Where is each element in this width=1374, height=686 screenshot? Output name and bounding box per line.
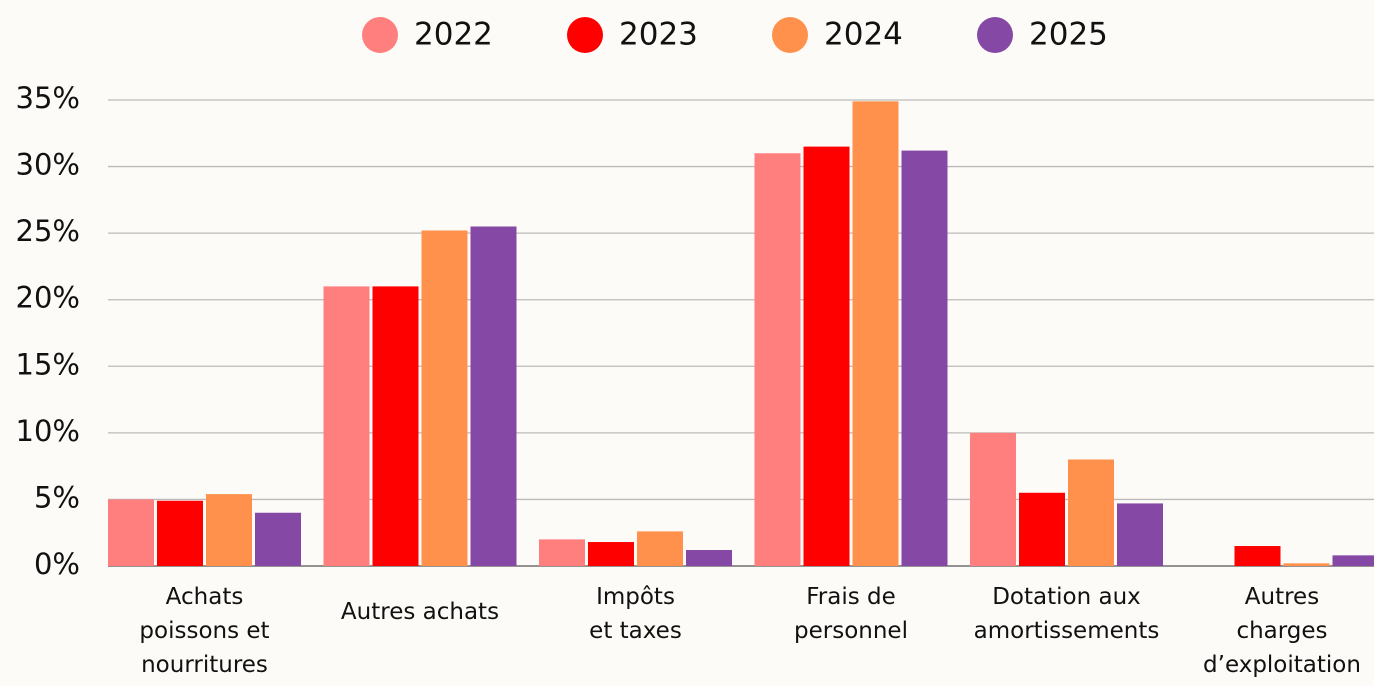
bar [588, 542, 634, 566]
x-tick-label: Autres charges d’exploitation [1203, 584, 1361, 678]
x-tick-label: Autres achats [340, 599, 500, 625]
bar [1332, 555, 1374, 566]
legend-swatch [772, 17, 808, 53]
bar [323, 286, 370, 566]
legend-swatch [977, 17, 1013, 53]
legend-label: 2023 [619, 17, 698, 53]
bar [108, 499, 154, 566]
bar [157, 500, 203, 566]
y-tick-label: 0% [34, 547, 80, 581]
bar [803, 146, 850, 566]
y-tick-label: 35% [16, 81, 80, 115]
bar [470, 226, 517, 566]
bar [1068, 459, 1114, 566]
bar [637, 531, 683, 566]
y-tick-label: 10% [16, 414, 80, 448]
bar [901, 150, 948, 566]
bar [1019, 492, 1065, 566]
bar [539, 539, 585, 566]
legend-label: 2022 [414, 17, 493, 53]
bar [421, 230, 468, 567]
bar [206, 494, 252, 566]
bar [372, 286, 419, 566]
y-tick-label: 20% [16, 281, 80, 315]
y-tick-label: 25% [16, 214, 80, 248]
x-tick-label: Frais de personnel [794, 584, 908, 644]
x-tick-label: Achats poissons et nourritures [139, 584, 270, 678]
bar [686, 550, 732, 566]
legend-swatch [567, 17, 603, 53]
legend-label: 2024 [824, 17, 903, 53]
x-tick-label: Dotation aux amortissements [973, 584, 1160, 644]
bar [852, 101, 899, 567]
y-tick-label: 5% [34, 480, 80, 514]
bar [754, 153, 801, 566]
bar [1234, 546, 1281, 566]
y-tick-label: 30% [16, 148, 80, 182]
bar [1283, 563, 1330, 566]
x-tick-label: Impôts et taxes [589, 584, 682, 644]
legend-swatch [362, 17, 398, 53]
y-tick-label: 15% [16, 347, 80, 381]
bar [1117, 503, 1163, 566]
bar [255, 512, 301, 566]
bar [970, 432, 1016, 566]
legend-label: 2025 [1029, 17, 1108, 53]
